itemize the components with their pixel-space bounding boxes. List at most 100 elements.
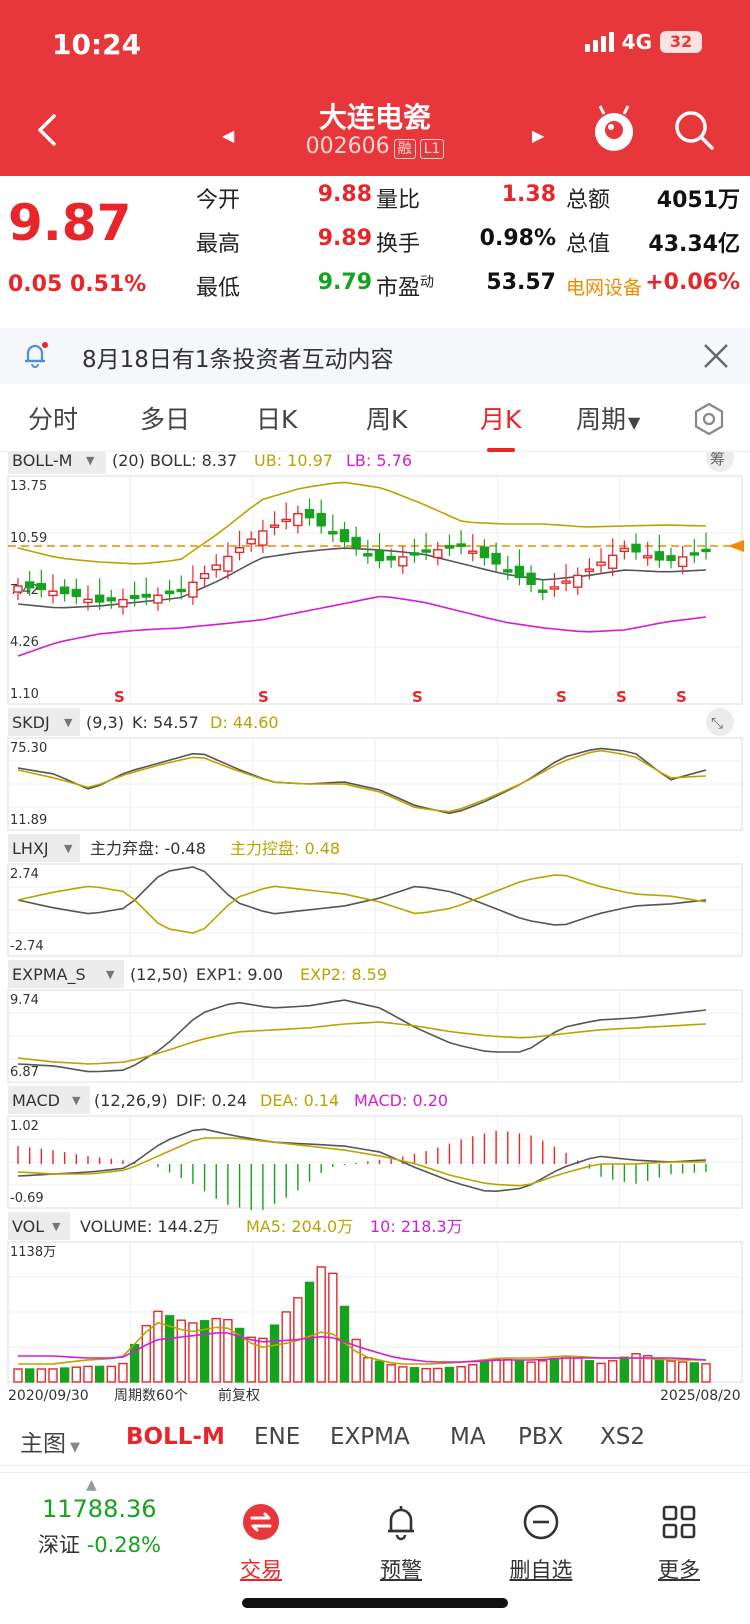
s-signal: S [676, 688, 687, 706]
nav-more-label: 更多 [658, 1558, 700, 1582]
volume-bar [631, 1353, 641, 1383]
nav-alert[interactable]: 预警 [356, 1503, 446, 1584]
index-row[interactable]: 深证 -0.28% [38, 1529, 161, 1559]
candle-body [666, 555, 676, 562]
indicator-ene[interactable]: ENE [254, 1424, 301, 1450]
s-signal: S [412, 688, 423, 706]
vol-plot [13, 1266, 711, 1383]
kline-chart[interactable]: BOLL-M ▼ (20) BOLL: 8.37 UB: 10.97 LB: 5… [0, 452, 750, 1410]
indicator-xs2[interactable]: XS2 [600, 1424, 645, 1450]
trade-icon [243, 1504, 279, 1540]
tab-weekly-k[interactable]: 周K [366, 405, 408, 434]
volume-bar [153, 1310, 163, 1383]
quote-label: 总值 [566, 232, 611, 257]
price-change: 0.05 0.51% [8, 272, 146, 297]
boll-params: (20) [112, 452, 145, 470]
nav-remove-watch[interactable]: 删自选 [496, 1503, 586, 1584]
candle-body [642, 555, 653, 559]
candle-body [199, 572, 210, 580]
y-tick-label: 6.87 [10, 1065, 39, 1080]
chip-button[interactable]: 筹 [710, 452, 725, 468]
skdj-selector-bg[interactable] [8, 708, 80, 736]
boll-selector-bg[interactable] [8, 452, 106, 474]
macd-name[interactable]: MACD [12, 1091, 60, 1110]
tab-period[interactable]: 周期 ▼ [576, 400, 640, 436]
quote-value: 4051万 [656, 188, 740, 213]
nav-trade[interactable]: 交易 [216, 1503, 306, 1584]
settings-icon[interactable] [692, 402, 726, 436]
volume-bar [561, 1355, 571, 1383]
notice-bar[interactable]: 8月18日有1条投资者互动内容 [0, 328, 750, 384]
indicator-pbx[interactable]: PBX [518, 1424, 564, 1450]
tab-daily-k[interactable]: 日K [256, 405, 298, 434]
volume-bar [36, 1368, 47, 1383]
next-stock-icon[interactable]: ▶ [532, 126, 545, 145]
indicator-ma[interactable]: MA [450, 1424, 486, 1450]
nav-alert-label: 预警 [380, 1558, 422, 1582]
expma-name[interactable]: EXPMA_S [12, 965, 86, 985]
y-tick-label: 4.26 [10, 635, 39, 650]
macd-selector-bg[interactable] [8, 1086, 90, 1114]
indicator-expma[interactable]: EXPMA [330, 1424, 410, 1450]
vol-selector-bg[interactable] [8, 1212, 70, 1240]
volume-bar [608, 1360, 618, 1383]
expma-selector-bg[interactable] [8, 960, 124, 988]
chevron-down-icon: ▼ [64, 842, 73, 855]
volume-bar [526, 1361, 536, 1383]
candle-body [631, 543, 641, 553]
y-tick-label: 1.10 [10, 687, 39, 702]
candle-body [304, 508, 315, 519]
candle-body [94, 594, 105, 603]
expand-icon[interactable]: ⤡ [711, 714, 723, 732]
boll-name[interactable]: BOLL-M [12, 452, 72, 470]
quote-label: 市盈动 [376, 274, 435, 301]
margin-tag: 融 [393, 139, 416, 159]
tab-intraday[interactable]: 分时 [28, 405, 79, 434]
volume-bar [596, 1362, 606, 1383]
volume-bar [351, 1338, 361, 1383]
candle-body [118, 598, 128, 608]
volume-bar [199, 1320, 210, 1383]
vol-name[interactable]: VOL [12, 1217, 44, 1236]
volume-bar [234, 1327, 245, 1383]
quote-panel: 9.87 0.05 0.51% 今开 9.88 量比 1.38 总额 4051万 最高 9.8… [0, 176, 750, 326]
boll-lb-line [17, 595, 707, 657]
grid-icon [662, 1505, 696, 1539]
candle-body [71, 588, 82, 598]
expand-button-bg[interactable] [706, 708, 734, 736]
macd-y-axis: 1.02 -0.69 [10, 1119, 44, 1206]
quote-label: 最低 [196, 276, 241, 301]
volume-bar [386, 1364, 396, 1383]
search-icon[interactable] [672, 108, 716, 152]
tab-multiday[interactable]: 多日 [140, 405, 191, 434]
tab-monthly-k[interactable]: 月K [480, 400, 521, 452]
skdj-d: D: 44.60 [210, 713, 279, 732]
indicator-boll-m[interactable]: BOLL-M [126, 1424, 225, 1450]
y-tick-label: -0.69 [10, 1191, 44, 1206]
lhxj-name[interactable]: LHXJ [12, 839, 49, 858]
quote-label: 电网设备 [566, 277, 643, 299]
mascot-icon[interactable] [592, 104, 636, 156]
skdj-name[interactable]: SKDJ [12, 713, 50, 732]
boll-ub-line [17, 481, 707, 565]
candle-body [596, 561, 606, 566]
prev-stock-icon[interactable]: ◀ [222, 126, 235, 145]
back-icon[interactable] [32, 110, 62, 150]
notice-text: 8月18日有1条投资者互动内容 [82, 347, 394, 373]
nav-more[interactable]: 更多 [634, 1503, 724, 1584]
main-chart-selector[interactable]: 主图 ▼ [20, 1424, 80, 1458]
volume-bar [118, 1362, 128, 1383]
close-icon[interactable] [702, 342, 730, 370]
chip-button-bg[interactable] [706, 452, 734, 472]
lhxj-selector-bg[interactable] [8, 834, 80, 862]
y-tick-label: 1138万 [10, 1245, 56, 1260]
volume-bar [619, 1356, 630, 1383]
status-bar: 10:24 4G 32 [0, 0, 750, 90]
index-value[interactable]: 11788.36 [42, 1495, 157, 1523]
macd-params: (12,26,9) [94, 1091, 168, 1110]
chevron-down-icon: ▼ [70, 1440, 80, 1455]
volume-bar [444, 1366, 455, 1383]
panel-frames [7, 475, 743, 1383]
volume-bar [48, 1368, 58, 1383]
vol-ma10-line [18, 1332, 707, 1363]
